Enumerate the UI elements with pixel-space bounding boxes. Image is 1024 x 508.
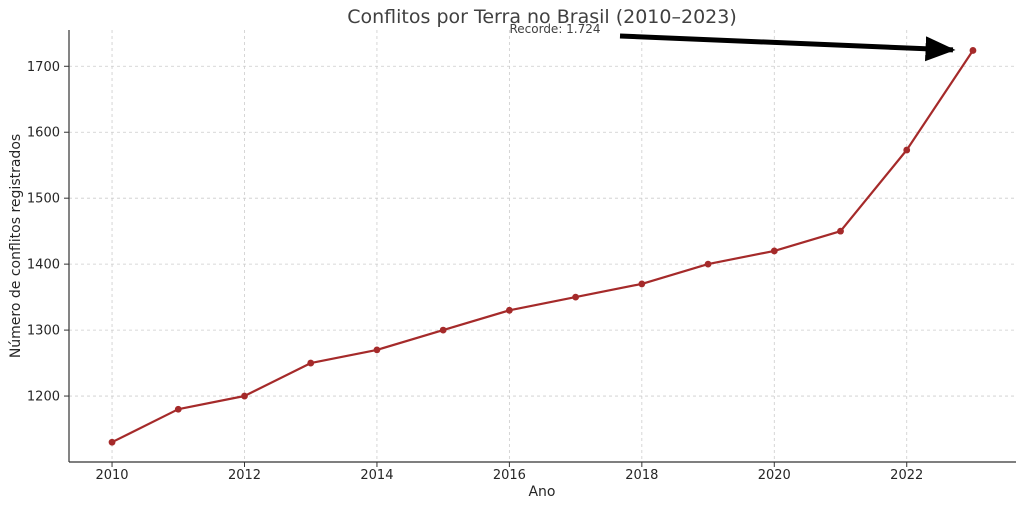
data-point xyxy=(969,47,977,54)
data-point xyxy=(439,326,447,334)
data-point xyxy=(373,346,381,354)
data-point xyxy=(108,438,116,446)
y-tick-label: 1400 xyxy=(27,258,60,273)
y-tick-label: 1300 xyxy=(27,324,60,339)
annotation-arrow xyxy=(619,33,956,62)
series-line xyxy=(111,49,974,444)
x-tick-label: 2018 xyxy=(625,468,658,483)
data-point xyxy=(638,280,646,288)
y-tick-label: 1700 xyxy=(27,60,60,75)
x-tick-label: 2016 xyxy=(493,468,526,483)
grid xyxy=(69,30,1016,462)
chart-title: Conflitos por Terra no Brasil (2010–2023… xyxy=(347,6,737,28)
data-point xyxy=(174,405,182,413)
data-point xyxy=(241,392,248,400)
x-tick-label: 2020 xyxy=(758,468,791,483)
data-point xyxy=(572,293,580,301)
x-tick-label: 2012 xyxy=(228,468,261,483)
y-tick-label: 1500 xyxy=(27,192,60,207)
data-point xyxy=(837,227,844,235)
data-point xyxy=(505,306,513,314)
y-tick-label: 1200 xyxy=(27,390,60,405)
x-tick-label: 2014 xyxy=(360,468,393,483)
data-point xyxy=(903,146,911,154)
y-tick-label: 1600 xyxy=(27,126,60,141)
data-point xyxy=(704,260,712,268)
y-axis-title: Número de conflitos registrados xyxy=(8,134,24,358)
data-point xyxy=(307,359,315,367)
axes: 2010 2012 2014 2016 2018 2020 2022 1200 1300 1400… xyxy=(27,30,1016,483)
x-axis-title: Ano xyxy=(528,484,555,500)
x-tick-label: 2010 xyxy=(95,468,128,483)
data-point xyxy=(770,247,778,255)
x-tick-label: 2022 xyxy=(890,468,923,483)
series xyxy=(108,47,977,446)
annotation-label: Recorde: 1.724 xyxy=(509,22,600,36)
